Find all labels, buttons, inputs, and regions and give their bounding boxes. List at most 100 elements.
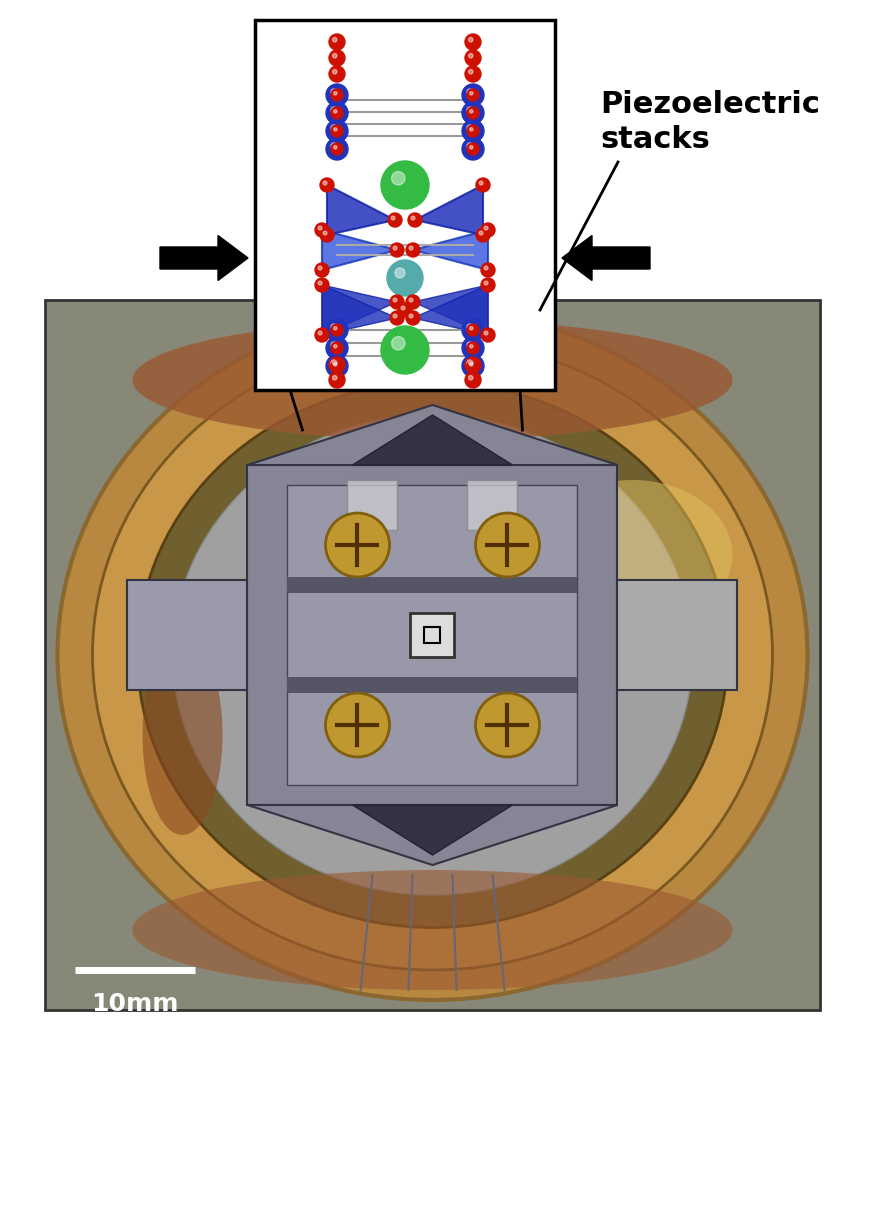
- Circle shape: [461, 337, 483, 359]
- Circle shape: [475, 178, 489, 192]
- Circle shape: [475, 513, 539, 577]
- Circle shape: [467, 107, 473, 113]
- Circle shape: [467, 107, 479, 119]
- Polygon shape: [415, 184, 482, 235]
- Circle shape: [467, 89, 473, 95]
- Circle shape: [320, 228, 334, 242]
- Circle shape: [461, 138, 483, 160]
- Circle shape: [483, 331, 488, 335]
- Circle shape: [328, 34, 345, 50]
- Polygon shape: [322, 285, 396, 335]
- Circle shape: [475, 228, 489, 242]
- FancyArrow shape: [160, 235, 248, 280]
- Circle shape: [332, 70, 336, 74]
- Circle shape: [469, 327, 473, 330]
- Circle shape: [467, 323, 479, 336]
- Circle shape: [330, 107, 336, 113]
- Ellipse shape: [137, 383, 726, 927]
- Circle shape: [481, 278, 494, 292]
- Circle shape: [315, 328, 328, 342]
- Circle shape: [483, 266, 488, 271]
- Circle shape: [330, 143, 342, 155]
- Circle shape: [315, 223, 328, 237]
- Circle shape: [468, 375, 473, 380]
- Circle shape: [330, 323, 342, 336]
- Circle shape: [467, 342, 473, 348]
- Circle shape: [467, 89, 479, 101]
- Circle shape: [332, 38, 336, 42]
- Circle shape: [483, 282, 488, 285]
- Circle shape: [468, 70, 473, 74]
- Circle shape: [320, 178, 334, 192]
- Circle shape: [391, 171, 405, 184]
- Text: Piezoelectric
stacks: Piezoelectric stacks: [600, 90, 819, 154]
- Ellipse shape: [132, 870, 732, 990]
- Circle shape: [481, 263, 494, 277]
- Circle shape: [391, 337, 405, 351]
- Ellipse shape: [143, 635, 222, 835]
- Circle shape: [468, 54, 473, 58]
- Circle shape: [330, 89, 336, 95]
- Circle shape: [315, 263, 328, 277]
- Circle shape: [330, 107, 342, 119]
- Circle shape: [467, 323, 473, 330]
- Circle shape: [333, 128, 336, 132]
- Circle shape: [408, 314, 413, 319]
- Circle shape: [318, 331, 322, 335]
- Circle shape: [469, 92, 473, 95]
- Circle shape: [326, 337, 348, 359]
- Circle shape: [326, 319, 348, 341]
- Ellipse shape: [172, 415, 692, 895]
- Polygon shape: [322, 285, 396, 335]
- Circle shape: [328, 371, 345, 387]
- Circle shape: [408, 213, 421, 228]
- Circle shape: [318, 282, 322, 285]
- Circle shape: [326, 102, 348, 124]
- Circle shape: [333, 363, 336, 367]
- Circle shape: [388, 213, 401, 228]
- Circle shape: [326, 121, 348, 141]
- Circle shape: [389, 295, 403, 309]
- Bar: [424, 627, 440, 643]
- Circle shape: [328, 66, 345, 82]
- Circle shape: [481, 223, 494, 237]
- Circle shape: [406, 244, 420, 257]
- Circle shape: [325, 513, 389, 577]
- Circle shape: [469, 109, 473, 113]
- Bar: [617, 581, 737, 690]
- Bar: [247, 465, 617, 804]
- Polygon shape: [413, 285, 488, 335]
- Polygon shape: [247, 405, 617, 465]
- Ellipse shape: [92, 339, 772, 970]
- Circle shape: [469, 145, 473, 149]
- Circle shape: [318, 266, 322, 271]
- Circle shape: [481, 328, 494, 342]
- Circle shape: [408, 298, 413, 303]
- Circle shape: [389, 311, 403, 325]
- Circle shape: [330, 323, 336, 330]
- Circle shape: [467, 342, 479, 354]
- Circle shape: [330, 89, 342, 101]
- Polygon shape: [352, 804, 512, 855]
- Polygon shape: [322, 230, 396, 271]
- Circle shape: [469, 363, 473, 367]
- Circle shape: [325, 692, 389, 756]
- Circle shape: [397, 303, 412, 317]
- Bar: [255, 20, 554, 390]
- Bar: [410, 613, 454, 657]
- Circle shape: [467, 143, 479, 155]
- Bar: [287, 676, 577, 692]
- Circle shape: [411, 216, 415, 220]
- Polygon shape: [247, 804, 617, 865]
- Circle shape: [464, 371, 481, 387]
- Circle shape: [461, 355, 483, 378]
- Circle shape: [467, 124, 473, 132]
- Circle shape: [322, 231, 327, 235]
- Circle shape: [479, 231, 482, 235]
- Circle shape: [315, 278, 328, 292]
- Circle shape: [326, 138, 348, 160]
- Circle shape: [461, 84, 483, 106]
- Circle shape: [393, 246, 396, 250]
- Circle shape: [322, 181, 327, 184]
- Circle shape: [389, 244, 403, 257]
